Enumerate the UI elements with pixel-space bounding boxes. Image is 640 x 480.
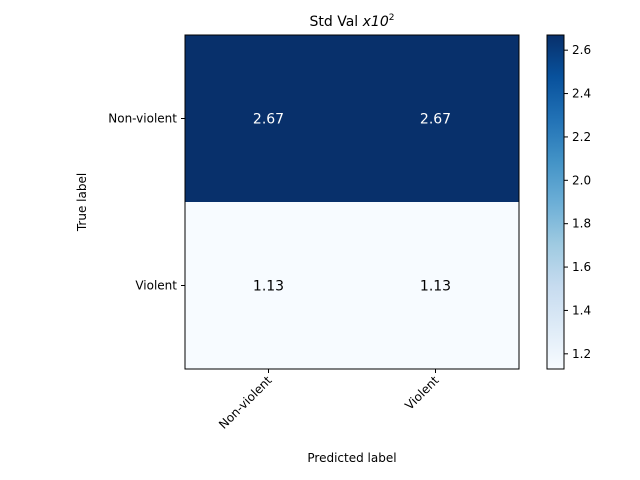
colorbar-tick-label: 1.8: [572, 217, 591, 231]
plot-frame: [184, 34, 520, 370]
colorbar-tick-label: 2.0: [572, 173, 591, 187]
heatmap-cell: [185, 35, 353, 203]
x-tick-label: Violent: [402, 373, 442, 413]
chart-title-text: Std Val: [310, 14, 363, 30]
colorbar: [546, 34, 565, 370]
y-axis-label: True label: [75, 173, 89, 232]
chart-title-exponent: 2: [389, 13, 395, 23]
colorbar-tick-label: 1.4: [572, 303, 591, 317]
x-tick-label: Non-violent: [216, 373, 275, 432]
heatmap-cell: [352, 35, 520, 203]
heatmap-cells: 2.67 2.67 1.13 1.13: [185, 35, 520, 370]
cell-value-label: 2.67: [420, 112, 451, 128]
colorbar-ticks: 1.2 1.4 1.6 1.8 2.0 2.2 2.4 2.6: [564, 43, 591, 361]
cell-value-label: 1.13: [253, 279, 284, 295]
colorbar-tick-label: 2.2: [572, 130, 591, 144]
colorbar-tick-label: 1.2: [572, 347, 591, 361]
heatmap-cell: [352, 202, 520, 370]
colorbar-tick-label: 1.6: [572, 260, 591, 274]
y-tick-label: Non-violent: [108, 112, 177, 126]
chart-title: Std Val x102: [310, 13, 395, 30]
heatmap-cell: [185, 202, 353, 370]
chart-title-math: x10: [362, 14, 389, 30]
cell-value-label: 1.13: [420, 279, 451, 295]
colorbar-tick-label: 2.4: [572, 87, 591, 101]
x-axis-label: Predicted label: [307, 451, 396, 465]
colorbar-tick-label: 2.6: [572, 43, 591, 57]
y-tick-label: Violent: [135, 279, 177, 293]
cell-value-label: 2.67: [253, 112, 284, 128]
